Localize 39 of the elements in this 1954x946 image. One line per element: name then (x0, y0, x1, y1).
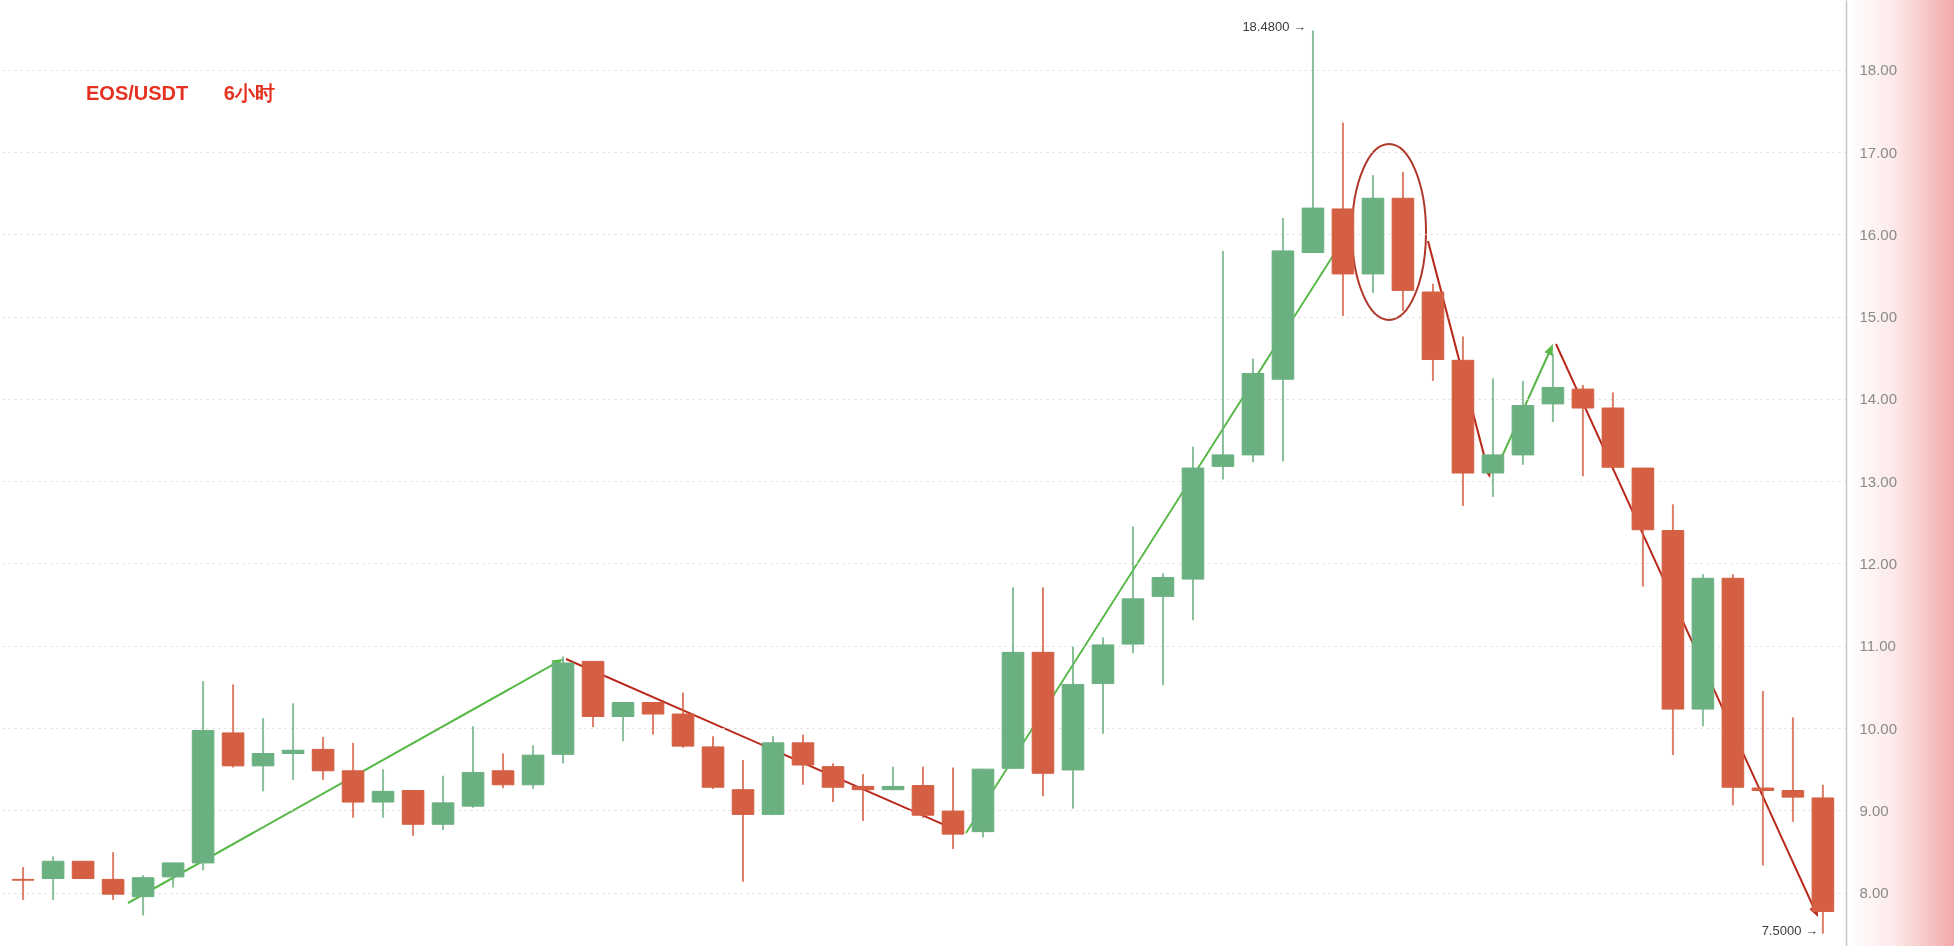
candlestick (641, 701, 665, 736)
candlestick (851, 773, 875, 822)
annotation: 7.5000 → (1761, 923, 1818, 938)
candlestick (371, 768, 395, 819)
candlestick (11, 866, 35, 901)
candlestick (101, 851, 125, 901)
candlestick (1151, 572, 1175, 687)
text: EOS/USDT 6小时 (86, 82, 275, 104)
y-tick-label: 18.00 (1859, 61, 1898, 79)
candlestick (821, 762, 845, 804)
y-tick-label: 13.00 (1859, 472, 1898, 490)
candlestick (941, 766, 965, 850)
y-tick-label: 11.00 (1859, 637, 1896, 655)
annotation: 18.4800 → (1242, 19, 1306, 34)
y-tick-label: 12.00 (1859, 554, 1898, 572)
candlestick (791, 733, 815, 786)
candlestick (491, 752, 515, 790)
candlestick (1751, 689, 1775, 867)
candlestick (881, 765, 905, 791)
candlestick (161, 861, 185, 889)
y-tick-label: 14.00 (1859, 390, 1898, 408)
candlestick (281, 702, 305, 781)
y-tick-label: 15.00 (1859, 308, 1898, 326)
y-tick-label: 16.00 (1859, 225, 1898, 243)
candlestick (611, 701, 635, 743)
candlestick (1481, 377, 1505, 498)
candlestick (431, 774, 455, 832)
candlestick (1211, 249, 1235, 481)
candlestick (1781, 716, 1805, 823)
y-tick-label: 9.00 (1859, 801, 1889, 819)
candlestick (251, 717, 275, 793)
y-tick-label: 8.00 (1859, 884, 1889, 902)
candlestick (1571, 383, 1595, 478)
candlestick (311, 736, 335, 781)
candlestick (1541, 352, 1565, 423)
y-tick-label: 10.00 (1859, 719, 1898, 737)
y-tick-label: 17.00 (1859, 143, 1898, 161)
candlestick (131, 874, 155, 917)
candlestick (41, 855, 65, 901)
